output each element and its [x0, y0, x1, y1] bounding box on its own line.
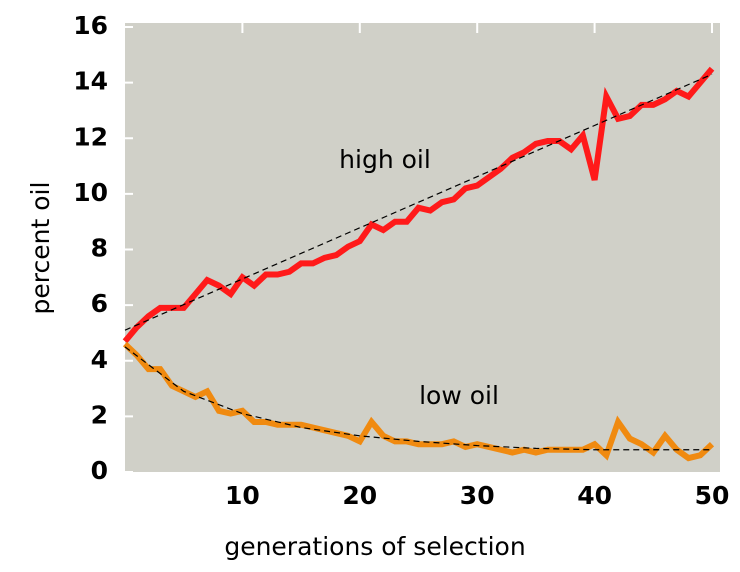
trend-line — [124, 346, 712, 451]
x-tick-label: 50 — [695, 481, 730, 510]
y-tick-label: 14 — [73, 67, 108, 96]
y-tick-label: 16 — [73, 11, 108, 40]
y-axis-label: percent oil — [26, 182, 55, 315]
x-axis-label: generations of selection — [224, 532, 525, 561]
trend-line — [124, 73, 713, 331]
data-line — [122, 341, 715, 462]
x-tick-label: 40 — [577, 481, 612, 510]
y-tick-label: 12 — [73, 122, 108, 151]
y-tick-label: 4 — [91, 345, 108, 374]
y-tick-label: 10 — [73, 178, 108, 207]
x-tick-label: 30 — [460, 481, 495, 510]
data-line — [122, 66, 715, 344]
x-tick-label: 20 — [342, 481, 377, 510]
y-tick-label: 2 — [91, 400, 108, 429]
plot-background — [125, 23, 720, 472]
annotation: high oil — [339, 145, 431, 174]
annotation: low oil — [419, 381, 499, 410]
y-tick-label: 0 — [91, 456, 108, 485]
y-tick-label: 8 — [91, 234, 108, 263]
y-tick-label: 6 — [91, 289, 108, 318]
x-tick-label: 10 — [225, 481, 260, 510]
